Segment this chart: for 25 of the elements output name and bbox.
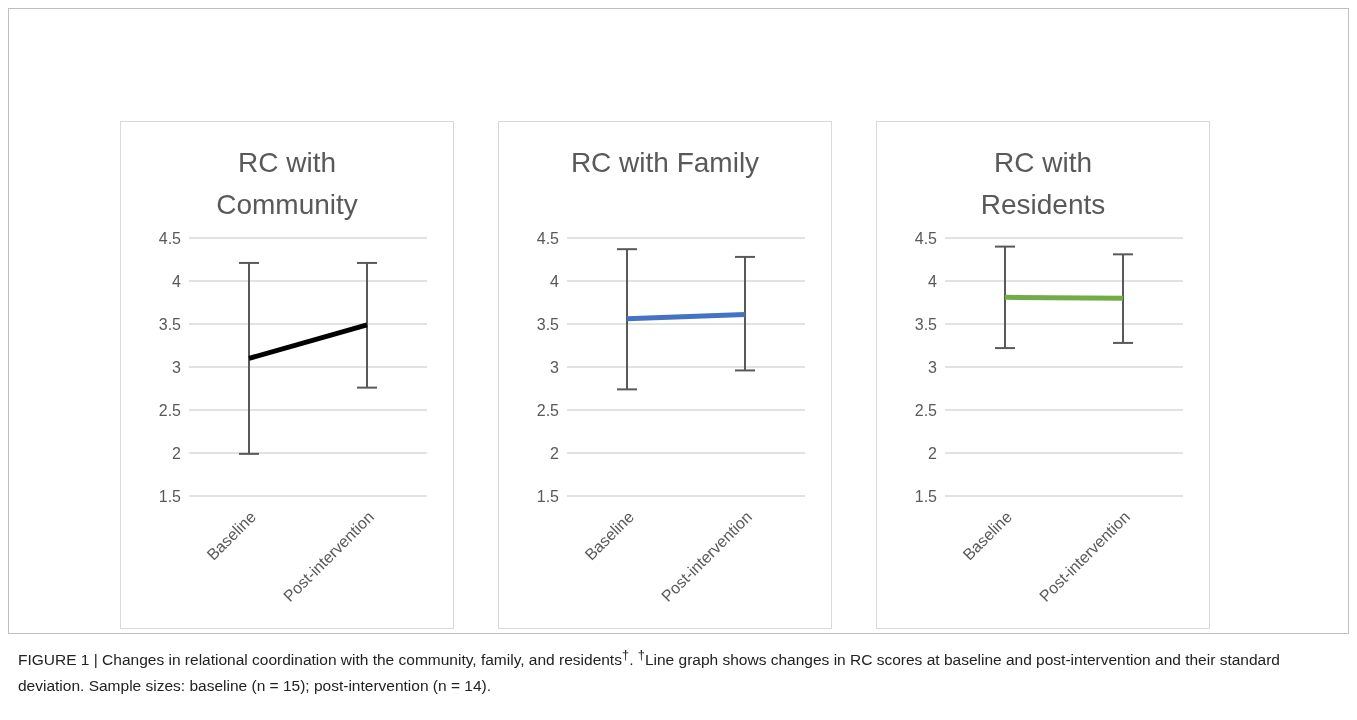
y-tick-label: 4 — [928, 272, 938, 290]
y-tick-label: 2.5 — [536, 401, 560, 419]
y-tick-label: 4 — [550, 272, 560, 290]
y-tick-label: 4.5 — [536, 229, 560, 247]
y-tick-label: 4.5 — [158, 229, 182, 247]
chart-title: RC with Family — [570, 146, 760, 180]
y-tick-label: 3.5 — [536, 315, 560, 333]
y-tick-label: 4 — [172, 272, 182, 290]
y-tick-label: 2.5 — [158, 401, 182, 419]
y-tick-label: 4.5 — [914, 229, 938, 247]
y-tick-label: 2 — [172, 444, 182, 462]
y-tick-label: 3 — [928, 358, 938, 376]
y-tick-label: 3.5 — [914, 315, 938, 333]
y-tick-label: 3.5 — [158, 315, 182, 333]
chart-title: RC with Residents — [979, 146, 1107, 222]
text: FIGURE 1 | Changes in relational coordination with the community, family, and residents$^{†}$. $^{†}$Line graph shows changes in RC scores at baseline and post-intervention and their standard deviation. Sample sizes: baseline (n = 15); post-intervention (n = 14). — [18, 647, 1280, 695]
y-tick-label: 1.5 — [536, 487, 560, 505]
y-tick-label: 2 — [550, 444, 560, 462]
y-tick-label: 2.5 — [914, 401, 938, 419]
y-tick-label: 3 — [550, 358, 560, 376]
chart-title: RC with Community — [215, 146, 359, 222]
y-tick-label: 2 — [928, 444, 938, 462]
y-tick-label: 1.5 — [158, 487, 182, 505]
y-tick-label: 3 — [172, 358, 182, 376]
y-tick-label: 1.5 — [914, 487, 938, 505]
